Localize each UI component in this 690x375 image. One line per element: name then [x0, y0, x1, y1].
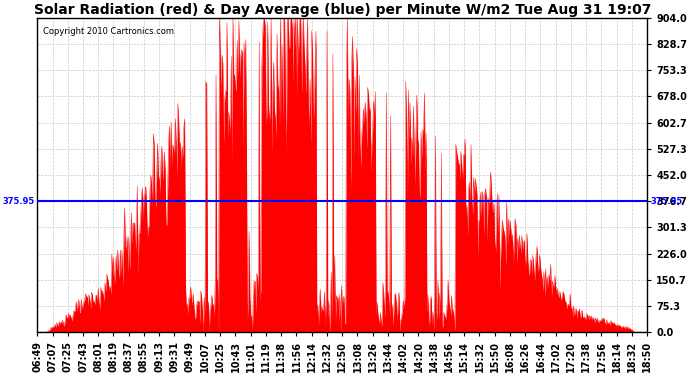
Title: Solar Radiation (red) & Day Average (blue) per Minute W/m2 Tue Aug 31 19:07: Solar Radiation (red) & Day Average (blu…: [34, 3, 651, 17]
Text: Copyright 2010 Cartronics.com: Copyright 2010 Cartronics.com: [43, 27, 175, 36]
Text: 375.95: 375.95: [651, 197, 683, 206]
Text: 375.95: 375.95: [3, 197, 34, 206]
